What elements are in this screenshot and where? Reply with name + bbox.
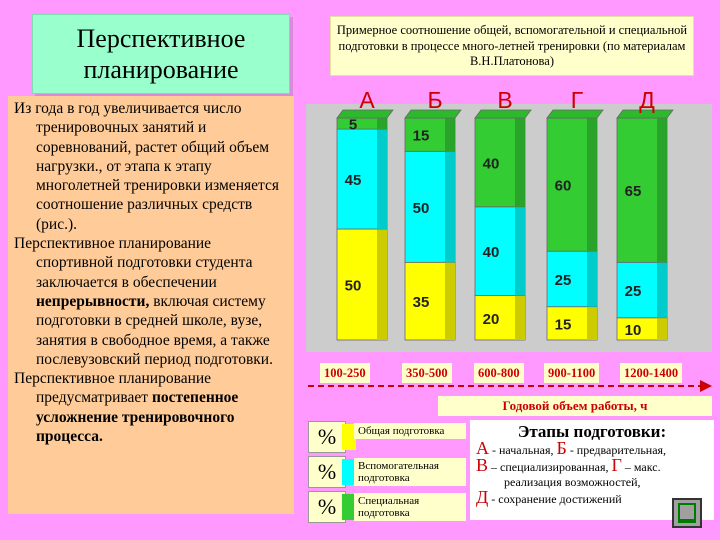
- data-label: 65: [625, 183, 642, 200]
- stage-line: Д - сохранение достижений: [476, 487, 708, 507]
- x-range-label: 600-800: [474, 363, 524, 383]
- bar-segment-А-2: [336, 128, 388, 230]
- stage-text: - начальная,: [489, 443, 557, 457]
- paragraph-1: Из года в год увеличивается число тренир…: [14, 100, 279, 233]
- stage-letter: В: [476, 455, 489, 475]
- stage-letter: Б: [556, 438, 567, 458]
- return-icon: [678, 503, 696, 523]
- x-range-label: 900-1100: [544, 363, 600, 383]
- bar-cap-А: [336, 109, 394, 119]
- data-label: 10: [625, 322, 642, 339]
- x-axis-title-text: Годовой объем работы, ч: [502, 398, 648, 413]
- bar-segment-Б-2: [404, 150, 456, 263]
- x-range-label: 1200-1400: [620, 363, 683, 383]
- bar-segment-А-3: [336, 117, 388, 130]
- bar-segment-В-3: [474, 117, 526, 208]
- legend-swatch: [342, 494, 356, 520]
- paragraph-text: Перспективное планирование предусматрива…: [14, 370, 212, 407]
- bar-segment-Д-3: [616, 117, 668, 263]
- data-label: 20: [483, 311, 500, 328]
- stage-text: - предварительная,: [566, 443, 667, 457]
- bar-cap-Д: [616, 109, 674, 119]
- data-label: 50: [345, 278, 362, 295]
- stage-line: А - начальная, Б - предварительная,: [476, 438, 708, 458]
- legend-percent-icon: %: [308, 421, 346, 453]
- stages-lines: А - начальная, Б - предварительная, В – с…: [476, 438, 708, 507]
- paragraph-text: Перспективное планирование спортивной по…: [14, 235, 253, 291]
- body-text: Из года в год увеличивается число тренир…: [8, 96, 294, 514]
- stage-letter: Д: [476, 487, 489, 507]
- stage-text: - сохранение достижений: [488, 492, 622, 506]
- category-label: В: [497, 87, 512, 113]
- bar-segment-Г-2: [546, 250, 598, 308]
- data-label: 50: [413, 200, 430, 217]
- category-label: Б: [427, 87, 442, 113]
- return-button[interactable]: [672, 498, 702, 528]
- paragraph-2: Перспективное планирование спортивной по…: [14, 234, 288, 369]
- x-axis-title: Годовой объем работы, ч: [438, 396, 712, 416]
- data-label: 45: [345, 172, 362, 189]
- bar-segment-Д-2: [616, 261, 668, 319]
- axis-arrow-head-icon: [700, 380, 712, 392]
- paragraph-3: Перспективное планирование предусматрива…: [14, 369, 288, 446]
- legend-swatch: [342, 424, 356, 450]
- stage-line: реализация возможностей,: [476, 475, 708, 490]
- stage-text: реализация возможностей,: [504, 475, 641, 489]
- legend-percent-icon: %: [308, 491, 346, 523]
- bar-segment-А-1: [336, 228, 388, 341]
- legend-percent-icon: %: [308, 456, 346, 488]
- bold-phrase: постепенное усложнение тренировочного пр…: [36, 389, 239, 446]
- data-label: 25: [625, 283, 642, 300]
- stage-letter: А: [476, 438, 489, 458]
- stage-text: – специализированная,: [488, 460, 612, 474]
- category-label: Г: [571, 87, 584, 113]
- stage-text: – макс.: [621, 460, 661, 474]
- data-label: 15: [555, 316, 572, 333]
- bar-cap-Б: [404, 109, 462, 119]
- bar-segment-В-2: [474, 206, 526, 297]
- legend-label: Специальная подготовка: [354, 493, 466, 521]
- paragraph-text: включая систему подготовки в средней шко…: [36, 292, 273, 368]
- bar-cap-Г: [546, 109, 604, 119]
- x-range-label: 350-500: [402, 363, 452, 383]
- data-label: 15: [413, 128, 430, 145]
- stages-heading: Этапы подготовки:: [517, 422, 667, 441]
- bar-cap-В: [474, 109, 532, 119]
- data-label: 40: [483, 244, 500, 261]
- bar-segment-Б-1: [404, 261, 456, 341]
- slide-title-text: Перспективное планирование: [76, 24, 246, 84]
- stage-letter: Г: [611, 455, 622, 475]
- data-label: 60: [555, 178, 572, 195]
- bold-phrase: непрерывности,: [36, 292, 150, 310]
- stage-line: В – специализированная, Г – макс.: [476, 455, 708, 475]
- axis-arrow-line: [308, 385, 704, 387]
- slide-title: Перспективное планирование: [32, 14, 290, 94]
- chart-caption: Примерное соотношение общей, вспомогател…: [330, 16, 694, 76]
- bar-segment-Г-3: [546, 117, 598, 252]
- category-label: А: [359, 87, 375, 113]
- bar-segment-В-1: [474, 295, 526, 341]
- legend-swatch: [342, 459, 356, 485]
- data-label: 5: [349, 117, 357, 134]
- legend-label: Общая подготовка: [354, 423, 466, 439]
- legend-label: Вспомогательная подготовка: [354, 458, 466, 486]
- data-label: 35: [413, 294, 430, 311]
- chart-caption-text: Примерное соотношение общей, вспомогател…: [336, 23, 688, 68]
- data-label: 40: [483, 155, 500, 172]
- data-label: 25: [555, 272, 572, 289]
- bar-segment-Г-1: [546, 306, 598, 341]
- category-label: Д: [639, 87, 655, 113]
- x-range-label: 100-250: [320, 363, 370, 383]
